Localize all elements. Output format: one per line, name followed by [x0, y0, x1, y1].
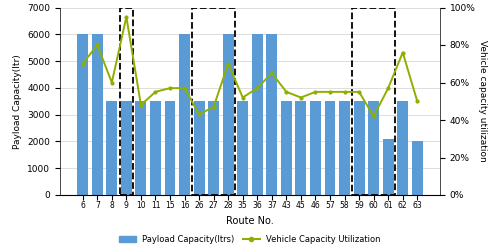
Bar	[120, 8, 133, 195]
Bar	[150, 101, 161, 195]
Legend: Payload Capacity(ltrs), Vehicle Capacity Utilization: Payload Capacity(ltrs), Vehicle Capacity…	[118, 234, 382, 246]
Bar	[192, 8, 235, 195]
Bar	[368, 101, 379, 195]
Bar	[296, 101, 306, 195]
Bar	[136, 101, 146, 195]
Bar	[339, 101, 350, 195]
Y-axis label: Payload Capacity(ltr): Payload Capacity(ltr)	[12, 54, 22, 148]
Bar	[398, 101, 408, 195]
Bar	[352, 8, 395, 195]
X-axis label: Route No.: Route No.	[226, 216, 274, 226]
Bar	[222, 34, 234, 195]
Bar	[281, 101, 292, 195]
Bar	[179, 34, 190, 195]
Bar	[121, 101, 132, 195]
Bar	[164, 101, 175, 195]
Bar	[238, 101, 248, 195]
Bar	[208, 101, 219, 195]
Bar	[310, 101, 321, 195]
Bar	[412, 142, 422, 195]
Bar	[324, 101, 336, 195]
Bar	[92, 34, 102, 195]
Bar	[266, 34, 278, 195]
Bar	[382, 139, 394, 195]
Y-axis label: Vehicle capacity utilization: Vehicle capacity utilization	[478, 40, 486, 162]
Bar	[194, 101, 204, 195]
Bar	[106, 101, 118, 195]
Bar	[78, 34, 88, 195]
Bar	[354, 101, 364, 195]
Bar	[252, 34, 262, 195]
